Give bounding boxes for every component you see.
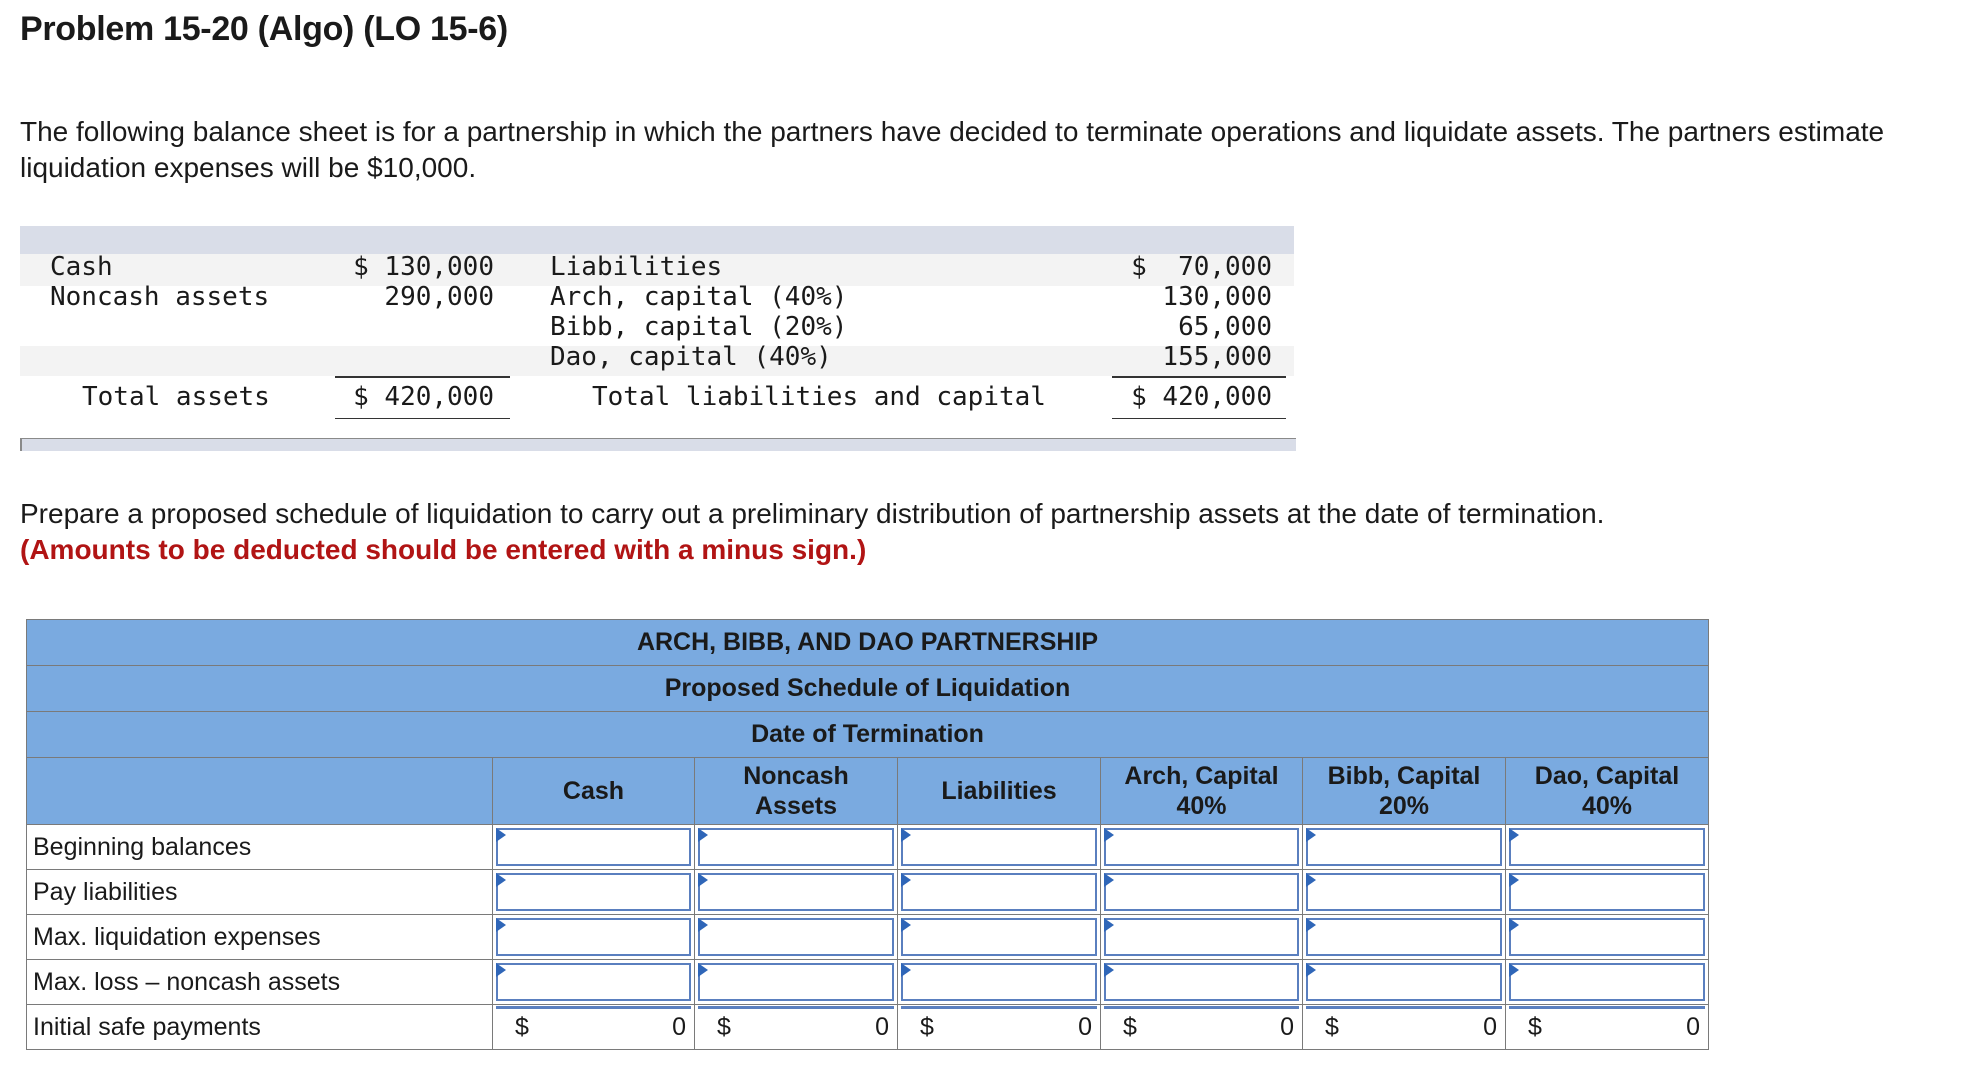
input-expenses-arch[interactable] xyxy=(1100,914,1303,960)
input-marker-icon xyxy=(1306,918,1316,932)
input-payliab-arch[interactable] xyxy=(1100,869,1303,915)
schedule-header-date: Date of Termination xyxy=(25,711,1710,758)
total-arch: $0 xyxy=(1100,1004,1303,1050)
row-label-header xyxy=(26,757,493,825)
input-beginning-noncash[interactable] xyxy=(694,824,898,870)
col-header-noncash-assets: Noncash Assets xyxy=(694,757,898,825)
total-dao: $0 xyxy=(1504,1004,1710,1050)
input-expenses-cash[interactable] xyxy=(492,914,695,960)
row-label-beginning-balances: Beginning balances xyxy=(26,824,493,870)
claim-amount-liabilities: $ 70,000 xyxy=(1131,252,1272,282)
row-label-max-loss-noncash: Max. loss – noncash assets xyxy=(26,959,493,1005)
total-liabilities: $0 xyxy=(897,1004,1101,1050)
input-maxloss-liabilities[interactable] xyxy=(897,959,1101,1005)
instructions: Prepare a proposed schedule of liquidati… xyxy=(20,496,1940,568)
asset-label-cash: Cash xyxy=(50,252,113,282)
schedule-header-title: Proposed Schedule of Liquidation xyxy=(25,665,1710,712)
input-marker-icon xyxy=(1306,828,1316,842)
input-marker-icon xyxy=(1306,963,1316,977)
asset-amount-noncash: 290,000 xyxy=(384,282,494,312)
input-marker-icon xyxy=(1306,873,1316,887)
claim-label-dao: Dao, capital (40%) xyxy=(550,342,832,372)
table-row: Max. loss – noncash assets xyxy=(26,959,1710,1005)
input-marker-icon xyxy=(901,828,911,842)
input-beginning-cash[interactable] xyxy=(492,824,695,870)
input-maxloss-dao[interactable] xyxy=(1504,959,1710,1005)
total-assets-label: Total assets xyxy=(82,382,270,412)
input-marker-icon xyxy=(1509,873,1519,887)
input-marker-icon xyxy=(1104,828,1114,842)
input-marker-icon xyxy=(698,918,708,932)
input-beginning-liabilities[interactable] xyxy=(897,824,1101,870)
input-payliab-cash[interactable] xyxy=(492,869,695,915)
input-marker-icon xyxy=(496,963,506,977)
input-payliab-liabilities[interactable] xyxy=(897,869,1101,915)
total-noncash: $0 xyxy=(694,1004,898,1050)
input-marker-icon xyxy=(698,963,708,977)
input-marker-icon xyxy=(496,873,506,887)
instructions-text: Prepare a proposed schedule of liquidati… xyxy=(20,498,1605,529)
input-expenses-noncash[interactable] xyxy=(694,914,898,960)
input-marker-icon xyxy=(1104,918,1114,932)
problem-title: Problem 15-20 (Algo) (LO 15-6) xyxy=(20,10,508,48)
input-maxloss-noncash[interactable] xyxy=(694,959,898,1005)
input-marker-icon xyxy=(698,873,708,887)
input-beginning-dao[interactable] xyxy=(1504,824,1710,870)
schedule-header-company: ARCH, BIBB, AND DAO PARTNERSHIP xyxy=(25,619,1710,666)
input-marker-icon xyxy=(1509,963,1519,977)
input-marker-icon xyxy=(901,918,911,932)
instructions-note: (Amounts to be deducted should be entere… xyxy=(20,534,867,565)
input-marker-icon xyxy=(1104,873,1114,887)
asset-amount-cash: $ 130,000 xyxy=(353,252,494,282)
col-header-bibb-capital: Bibb, Capital 20% xyxy=(1302,757,1506,825)
total-claims-label: Total liabilities and capital xyxy=(592,382,1046,412)
col-header-dao-capital: Dao, Capital 40% xyxy=(1504,757,1710,825)
balance-sheet-top-bar xyxy=(20,226,1294,254)
claim-label-bibb: Bibb, capital (20%) xyxy=(550,312,848,342)
table-row: Pay liabilities xyxy=(26,869,1710,915)
input-marker-icon xyxy=(496,918,506,932)
claim-amount-bibb: 65,000 xyxy=(1178,312,1272,342)
table-row-total: Initial safe payments $0 $0 $0 $0 $0 $0 xyxy=(26,1004,1710,1050)
total-claims-amount: $ 420,000 xyxy=(1131,382,1272,412)
row-label-pay-liabilities: Pay liabilities xyxy=(26,869,493,915)
table-row: Beginning balances xyxy=(26,824,1710,870)
input-marker-icon xyxy=(1509,828,1519,842)
input-expenses-liabilities[interactable] xyxy=(897,914,1101,960)
input-marker-icon xyxy=(1104,963,1114,977)
liquidation-schedule: ARCH, BIBB, AND DAO PARTNERSHIP Proposed… xyxy=(25,619,1710,1050)
col-header-arch-capital: Arch, Capital 40% xyxy=(1100,757,1303,825)
input-beginning-arch[interactable] xyxy=(1100,824,1303,870)
input-marker-icon xyxy=(1509,918,1519,932)
asset-label-noncash: Noncash assets xyxy=(50,282,270,312)
problem-intro: The following balance sheet is for a par… xyxy=(20,116,1885,183)
input-maxloss-cash[interactable] xyxy=(492,959,695,1005)
row-label-max-liquidation-expenses: Max. liquidation expenses xyxy=(26,914,493,960)
total-cash: $0 xyxy=(492,1004,695,1050)
col-header-liabilities: Liabilities xyxy=(897,757,1101,825)
row-label-initial-safe-payments: Initial safe payments xyxy=(26,1004,493,1050)
claim-label-arch: Arch, capital (40%) xyxy=(550,282,848,312)
total-bibb: $0 xyxy=(1302,1004,1506,1050)
table-row: Max. liquidation expenses xyxy=(26,914,1710,960)
col-header-cash: Cash xyxy=(492,757,695,825)
input-payliab-noncash[interactable] xyxy=(694,869,898,915)
input-marker-icon xyxy=(496,828,506,842)
input-marker-icon xyxy=(901,963,911,977)
claim-amount-arch: 130,000 xyxy=(1162,282,1272,312)
input-payliab-bibb[interactable] xyxy=(1302,869,1506,915)
claim-amount-dao: 155,000 xyxy=(1162,342,1272,372)
claim-label-liabilities: Liabilities xyxy=(550,252,723,282)
total-assets-amount: $ 420,000 xyxy=(353,382,494,412)
input-marker-icon xyxy=(901,873,911,887)
input-maxloss-bibb[interactable] xyxy=(1302,959,1506,1005)
input-expenses-bibb[interactable] xyxy=(1302,914,1506,960)
input-beginning-bibb[interactable] xyxy=(1302,824,1506,870)
input-expenses-dao[interactable] xyxy=(1504,914,1710,960)
input-marker-icon xyxy=(698,828,708,842)
input-maxloss-arch[interactable] xyxy=(1100,959,1303,1005)
balance-sheet-bottom-bar xyxy=(20,438,1296,451)
input-payliab-dao[interactable] xyxy=(1504,869,1710,915)
balance-sheet: Cash Noncash assets $ 130,000 290,000 Li… xyxy=(20,226,1296,451)
